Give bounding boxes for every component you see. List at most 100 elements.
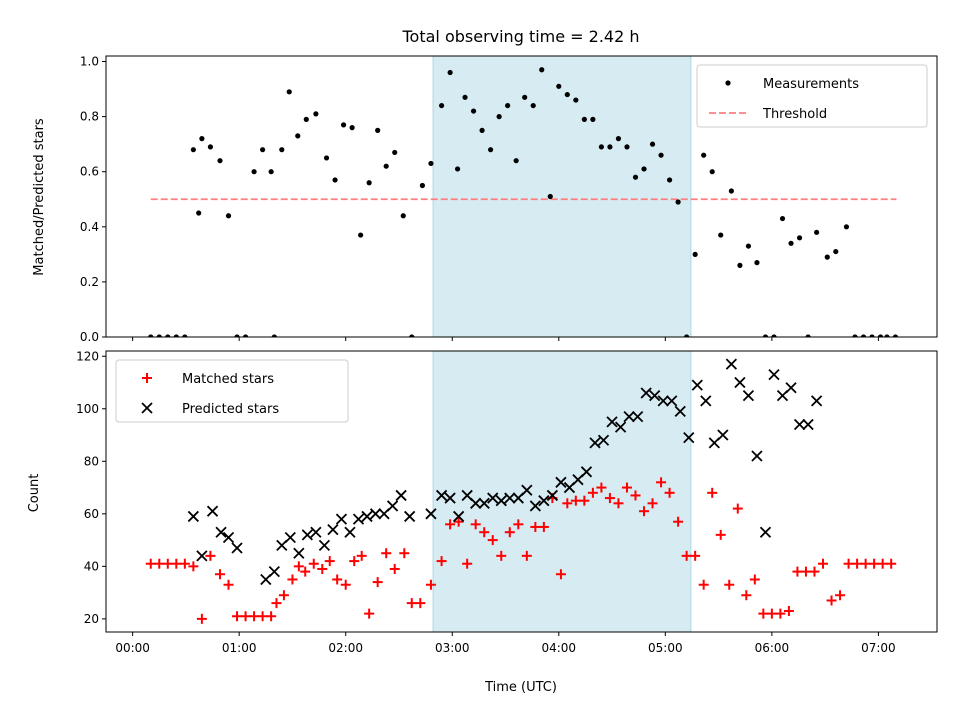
data-point	[709, 169, 715, 175]
x-tick-label: 06:00	[755, 641, 790, 655]
data-point	[886, 558, 897, 569]
data-point	[260, 147, 266, 153]
data-point	[579, 495, 590, 506]
data-point	[792, 566, 803, 577]
data-point	[310, 526, 322, 538]
y-tick-label: 0.6	[80, 165, 99, 179]
series-matched-stars	[145, 477, 897, 624]
data-point	[349, 125, 355, 131]
data-point	[356, 550, 367, 561]
plot-area	[148, 67, 899, 337]
data-point	[409, 334, 415, 337]
data-point	[313, 111, 319, 117]
data-point	[810, 395, 823, 407]
data-point	[284, 531, 296, 544]
data-point	[734, 376, 746, 389]
data-point	[335, 513, 348, 525]
data-point	[538, 521, 549, 532]
data-point	[162, 558, 173, 569]
data-point	[419, 182, 426, 189]
data-point	[240, 611, 251, 622]
data-point	[182, 334, 188, 337]
data-point	[539, 67, 545, 73]
data-point	[664, 487, 675, 498]
data-point	[522, 94, 528, 100]
data-point	[758, 608, 769, 619]
legend-label: Predicted stars	[182, 402, 279, 417]
data-point	[666, 395, 678, 407]
data-point	[364, 608, 375, 619]
data-point	[691, 379, 703, 391]
data-point	[530, 102, 536, 109]
data-point	[555, 476, 567, 488]
data-point	[154, 558, 165, 569]
data-point	[681, 550, 692, 561]
data-point	[570, 495, 581, 506]
data-point	[145, 558, 156, 569]
y-tick-label: 60	[84, 507, 99, 521]
data-point	[415, 598, 426, 609]
data-point	[820, 666, 830, 676]
data-point	[871, 666, 881, 676]
bottom-y-axis-label: Count	[27, 474, 42, 513]
data-point	[470, 108, 477, 114]
data-point	[684, 334, 690, 337]
data-point	[698, 579, 709, 590]
top-y-axis-label: Matched/Predicted stars	[32, 118, 47, 276]
data-point	[173, 334, 179, 337]
data-point	[340, 579, 351, 590]
legend-label: Measurements	[763, 77, 859, 92]
data-point	[641, 166, 647, 172]
data-point	[453, 516, 464, 527]
data-point	[818, 558, 829, 569]
data-point	[165, 334, 171, 337]
data-point	[521, 550, 532, 561]
data-point	[470, 519, 481, 530]
data-point	[207, 144, 214, 150]
data-point	[435, 489, 448, 502]
data-point	[217, 158, 223, 164]
data-point	[454, 166, 461, 172]
data-point	[846, 666, 856, 676]
data-point	[826, 595, 837, 606]
data-point	[251, 169, 257, 175]
data-point	[587, 487, 598, 498]
data-point	[555, 569, 566, 580]
data-point	[496, 550, 507, 561]
data-point	[386, 500, 399, 512]
data-point	[788, 240, 794, 246]
data-point	[478, 497, 490, 509]
data-point	[809, 566, 820, 577]
data-point	[470, 497, 482, 509]
data-point	[884, 334, 890, 337]
data-point	[293, 561, 304, 572]
data-point	[389, 563, 400, 574]
data-point	[658, 152, 664, 158]
data-point	[640, 387, 652, 399]
data-point	[479, 527, 490, 538]
y-tick-label: 100	[76, 402, 99, 416]
y-tick-label: 1.0	[80, 55, 99, 69]
data-point	[741, 590, 752, 601]
data-point	[707, 487, 718, 498]
data-point	[596, 482, 607, 493]
data-point	[438, 102, 445, 109]
data-point	[190, 147, 196, 153]
data-point	[580, 466, 593, 478]
data-point	[214, 569, 225, 580]
data-point	[869, 334, 875, 337]
data-point	[538, 495, 550, 507]
data-point	[892, 334, 899, 337]
data-point	[187, 510, 199, 523]
data-point	[504, 492, 516, 504]
data-point	[852, 558, 863, 569]
data-point	[381, 548, 392, 559]
data-point	[800, 566, 811, 577]
data-point	[332, 177, 338, 183]
data-point	[649, 141, 656, 147]
data-point	[624, 144, 630, 150]
y-tick-label: 0.4	[80, 220, 99, 234]
data-point	[462, 558, 473, 569]
data-point	[613, 498, 624, 509]
